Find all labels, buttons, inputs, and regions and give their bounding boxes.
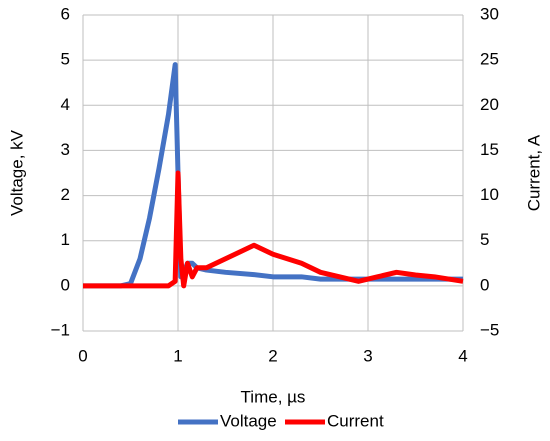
legend-label: Voltage bbox=[220, 411, 277, 430]
x-tick-label: 2 bbox=[268, 346, 277, 365]
y-tick-label: 6 bbox=[61, 4, 70, 23]
x-tick-label: 0 bbox=[78, 346, 87, 365]
y-tick-label: 1 bbox=[61, 230, 70, 249]
y-tick-label: 0 bbox=[61, 275, 70, 294]
y2-axis-title: Current, A bbox=[524, 134, 543, 211]
legend-label: Current bbox=[327, 411, 384, 430]
y-tick-label: 5 bbox=[61, 50, 70, 69]
y2-tick-label: 25 bbox=[480, 50, 499, 69]
y2-tick-label: 30 bbox=[480, 4, 499, 23]
y2-tick-label: 0 bbox=[480, 275, 489, 294]
x-tick-label: 1 bbox=[173, 346, 182, 365]
y2-tick-label: 5 bbox=[480, 230, 489, 249]
x-tick-label: 3 bbox=[363, 346, 372, 365]
y-tick-label: −1 bbox=[51, 320, 70, 339]
series-line bbox=[83, 170, 464, 289]
y2-tick-label: 10 bbox=[480, 185, 499, 204]
y2-tick-label: 20 bbox=[480, 95, 499, 114]
y2-tick-label: −5 bbox=[480, 320, 499, 339]
y2-tick-label: 15 bbox=[480, 140, 499, 159]
y-tick-label: 4 bbox=[61, 95, 70, 114]
y-axis-title: Voltage, kV bbox=[7, 129, 26, 216]
y-tick-label: 3 bbox=[61, 140, 70, 159]
y-tick-label: 2 bbox=[61, 185, 70, 204]
x-tick-label: 4 bbox=[458, 346, 467, 365]
x-axis-title: Time, µs bbox=[241, 387, 306, 406]
